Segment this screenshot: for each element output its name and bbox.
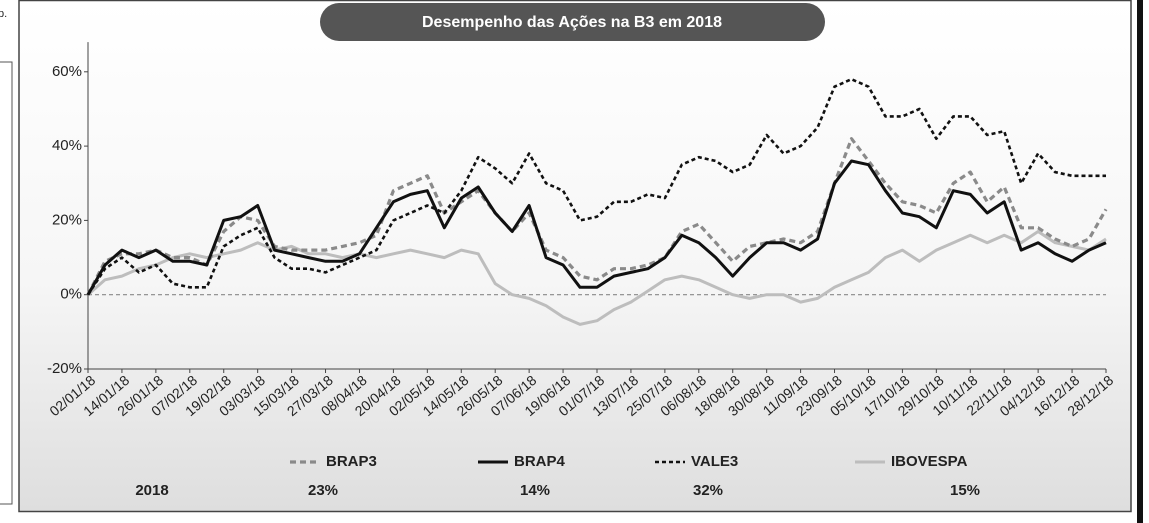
summary-value: 15% [950, 482, 980, 499]
title-pill [320, 3, 825, 41]
summary-value: 32% [693, 482, 723, 499]
summary-value: 23% [308, 482, 338, 499]
summary-label: 2018 [135, 482, 168, 499]
y-tick-label: 0% [60, 286, 82, 303]
y-tick-label: 20% [52, 211, 82, 228]
side-note: p. [0, 8, 7, 20]
y-tick-label: -20% [47, 360, 82, 377]
chart-title: Desempenho das Ações na B3 em 2018 [422, 14, 722, 31]
right-bar [1137, 0, 1143, 523]
side-panel [0, 61, 13, 505]
legend-label: BRAP4 [514, 453, 566, 470]
series-line [86, 77, 1106, 296]
summary-value: 14% [520, 482, 550, 499]
series-line [86, 137, 1108, 296]
y-tick-label: 60% [52, 63, 82, 80]
series-line [87, 230, 1107, 326]
legend-label: BRAP3 [326, 453, 377, 470]
y-tick-label: 40% [52, 137, 82, 154]
legend-label: IBOVESPA [891, 453, 968, 470]
legend-label: VALE3 [691, 453, 738, 470]
series-line [86, 159, 1107, 296]
